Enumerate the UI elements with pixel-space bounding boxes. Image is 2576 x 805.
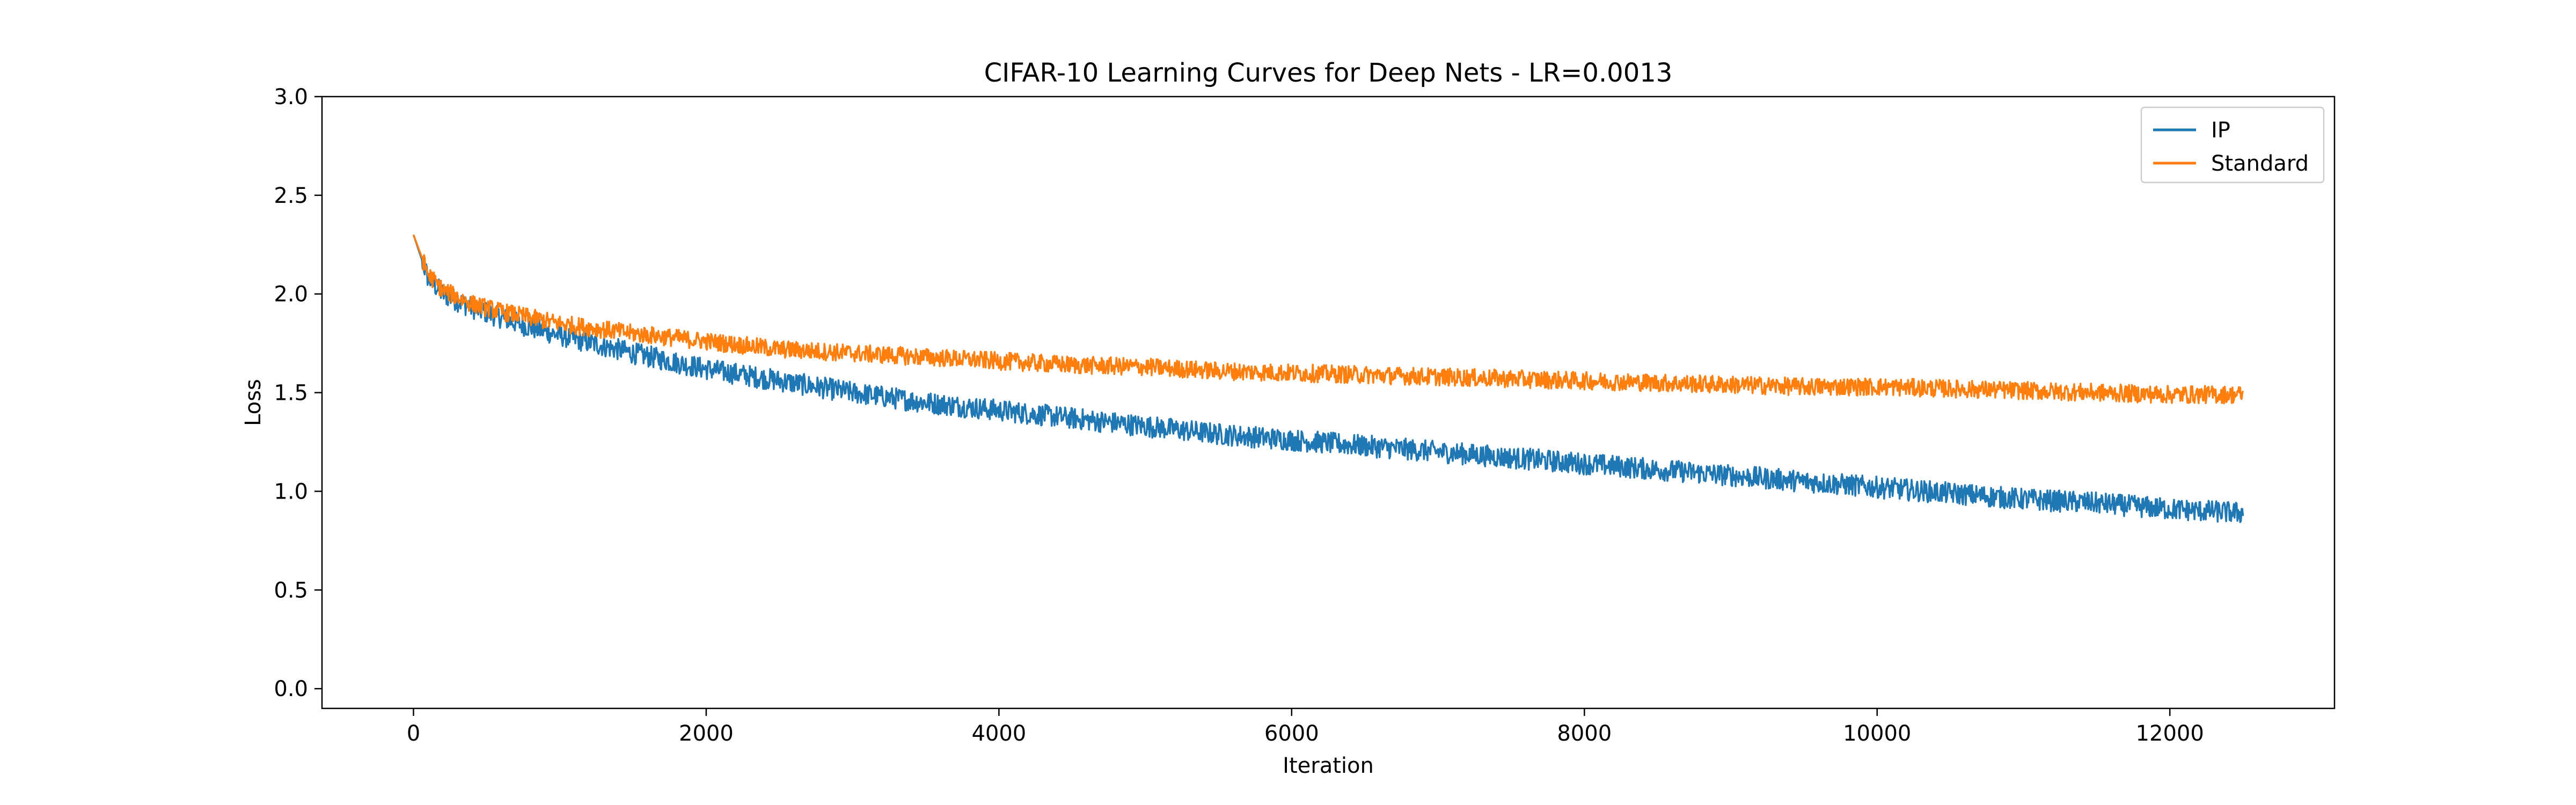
series-line-ip [412,234,2244,523]
series-line-standard [412,234,2244,405]
y-tick-label: 2.5 [274,184,308,208]
y-tick-label: 2.0 [274,282,308,307]
plot-frame [321,96,2336,709]
y-axis: 0.0 0.5 1.0 1.5 2.0 2.5 3.0 [274,85,322,701]
x-tick-label: 12000 [2136,721,2204,746]
y-tick-label: 1.5 [274,381,308,406]
y-tick-label: 1.0 [274,479,308,504]
x-axis-label: Iteration [1283,753,1374,778]
x-tick-label: 4000 [971,721,1026,746]
x-tick-label: 0 [407,721,420,746]
x-tick-label: 6000 [1264,721,1319,746]
series-layer [412,234,2244,523]
chart-title: CIFAR-10 Learning Curves for Deep Nets -… [984,58,1673,88]
x-tick-label: 8000 [1557,721,1612,746]
x-axis: 0 2000 4000 6000 8000 10000 12000 [407,708,2204,746]
x-tick-label: 2000 [679,721,734,746]
legend-label-standard: Standard [2211,151,2309,176]
y-tick-label: 3.0 [274,85,308,109]
y-axis-label: Loss [241,379,266,426]
y-tick-label: 0.0 [274,677,308,701]
y-tick-label: 0.5 [274,578,308,603]
legend-label-ip: IP [2211,118,2230,143]
legend: IP Standard [2140,106,2325,184]
x-tick-label: 10000 [1843,721,1911,746]
